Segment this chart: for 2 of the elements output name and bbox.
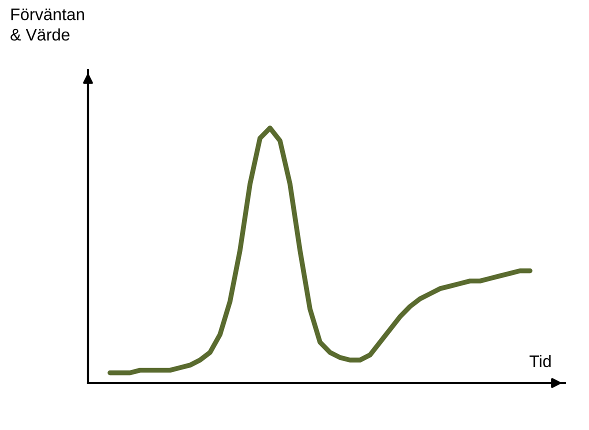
x-axis-title: Tid — [530, 354, 551, 368]
text: Förväntan & Värde — [10, 8, 84, 41]
